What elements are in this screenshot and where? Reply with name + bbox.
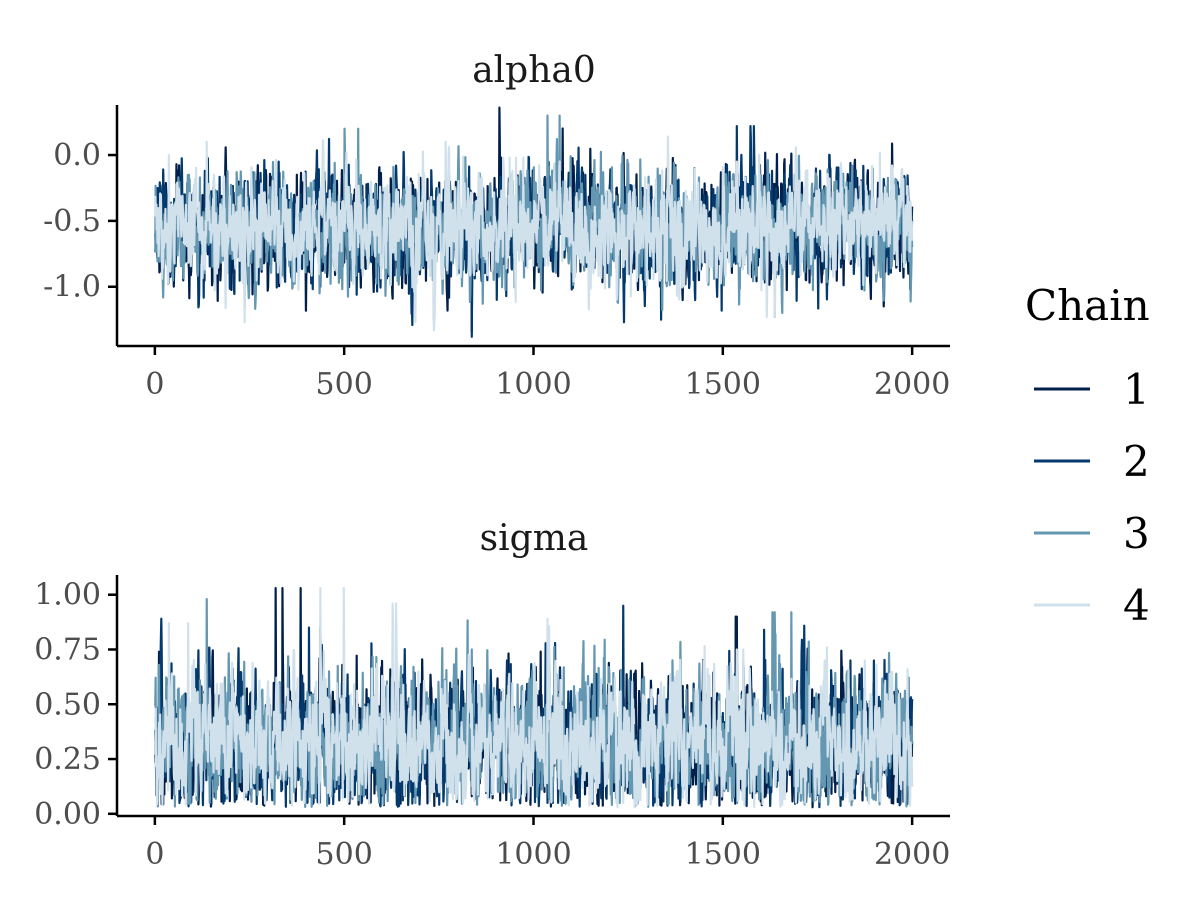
x-ticks-alpha0: 0 500 1000 1500 2000: [145, 346, 950, 402]
legend-label-chain-4: 4: [1123, 581, 1150, 630]
trace-line-chain-4: [154, 135, 914, 332]
y-tick-label: -0.5: [43, 204, 101, 239]
x-tick-label: 1500: [685, 837, 761, 872]
legend-title: Chain: [1025, 281, 1150, 330]
legend: Chain 1 2 3 4: [1025, 281, 1150, 630]
legend-label-chain-2: 2: [1123, 437, 1150, 486]
x-tick-label: 500: [316, 837, 373, 872]
x-tick-label: 1000: [495, 367, 571, 402]
y-tick-label: 0.25: [34, 742, 101, 777]
x-tick-label: 2000: [874, 367, 950, 402]
y-tick-label: -1.0: [43, 270, 101, 305]
y-tick-label: 0.50: [34, 687, 101, 722]
y-tick-label: 0.0: [53, 138, 101, 173]
legend-label-chain-1: 1: [1123, 365, 1150, 414]
series-group-alpha0: [154, 106, 914, 338]
y-ticks-alpha0: 0.0 -0.5 -1.0: [43, 138, 117, 305]
x-tick-label: 0: [145, 837, 164, 872]
trace-line-chain-4: [154, 587, 914, 809]
legend-entries: 1 2 3 4: [1034, 365, 1150, 630]
x-tick-label: 2000: [874, 837, 950, 872]
panel-sigma: sigma 0.00 0.25 0.50 0.75 1.00 0 500 1000 1500 2…: [34, 518, 950, 872]
y-ticks-sigma: 0.00 0.25 0.50 0.75 1.00: [34, 578, 117, 832]
y-tick-label: 1.00: [34, 578, 101, 613]
panel-title-sigma: sigma: [480, 518, 589, 559]
y-tick-label: 0.75: [34, 632, 101, 667]
x-ticks-sigma: 0 500 1000 1500 2000: [145, 816, 950, 872]
series-group-sigma: [154, 587, 914, 809]
panel-title-alpha0: alpha0: [472, 50, 596, 91]
panel-alpha0: alpha0 0.0 -0.5 -1.0 0 500 1000 1500 2000: [43, 50, 950, 402]
x-tick-label: 0: [145, 367, 164, 402]
x-tick-label: 1500: [685, 367, 761, 402]
y-tick-label: 0.00: [34, 797, 101, 832]
legend-label-chain-3: 3: [1123, 509, 1150, 558]
x-tick-label: 1000: [495, 837, 571, 872]
x-tick-label: 500: [316, 367, 373, 402]
